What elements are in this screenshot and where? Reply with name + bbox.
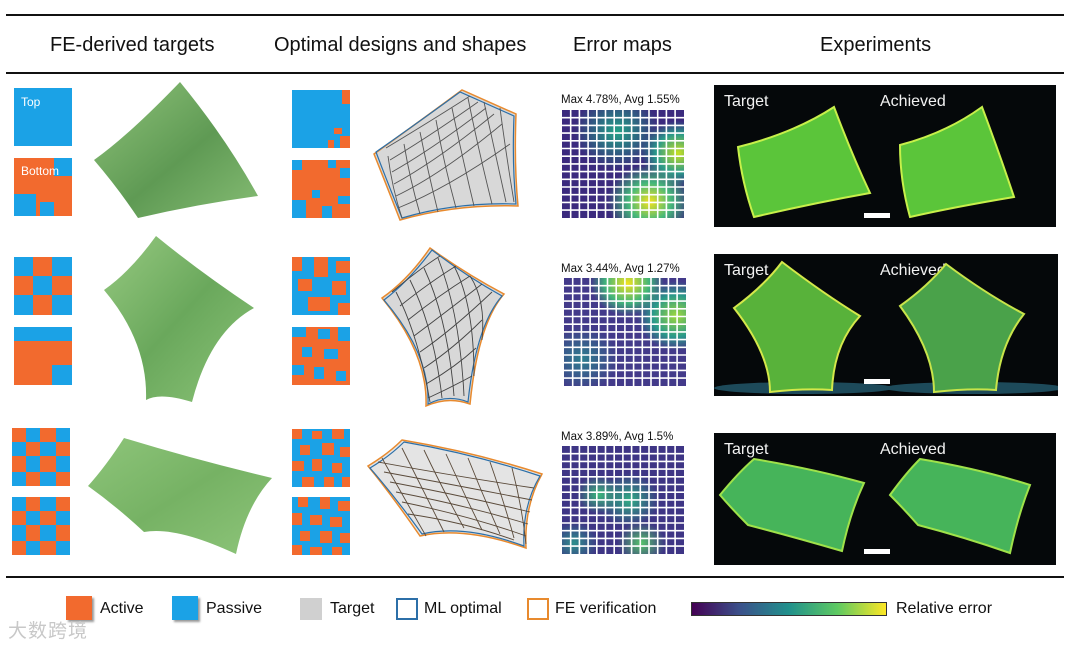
row3-experiment-photo: Target Achieved [714,433,1056,565]
row2-optimal-mesh [380,246,506,408]
row3-scale-bar [864,549,890,554]
row2-error-map [564,278,686,386]
row3-top-pattern [12,428,70,486]
legend-target-swatch [300,598,322,620]
legend-active-label: Active [100,600,144,617]
row1-photo-achieved-label: Achieved [880,93,946,110]
row3-photo-achieved-label: Achieved [880,441,946,458]
row2-optimal-bottom-pattern [292,327,350,385]
header-optimal-designs: Optimal designs and shapes [274,34,527,56]
header-error-maps: Error maps [573,34,672,56]
row1-optimal-mesh [373,89,519,221]
row1-optimal-top-pattern [292,90,350,148]
legend-ml-optimal-label: ML optimal [424,600,502,617]
row1-fe-surface [94,82,258,218]
row1-bottom-pattern [14,158,72,216]
row3-optimal-top-pattern [292,429,350,487]
legend-passive-swatch [172,596,198,620]
top-rule [6,14,1064,16]
row1-top-pattern [14,88,72,146]
legend-target-label: Target [330,600,375,617]
row1-top-label: Top [21,95,41,109]
legend-ml-optimal-swatch [396,598,418,620]
row2-experiment-photo: Target Achieved [714,254,1058,396]
row1-error-caption: Max 4.78%, Avg 1.55% [561,94,680,106]
row3-bottom-pattern [12,497,70,555]
bottom-rule [6,576,1064,578]
legend-fe-verification-label: FE verification [555,600,657,617]
row2-scale-bar [864,379,890,384]
row2-photo-achieved-label: Achieved [880,262,946,279]
row2-photo-target-label: Target [724,262,769,279]
row3-photo-target-label: Target [724,441,769,458]
legend-relative-error-label: Relative error [896,600,993,617]
row2-bottom-pattern [14,327,72,385]
row1-photo-target-label: Target [724,93,769,110]
header-experiments: Experiments [820,34,932,56]
legend-colorbar [691,602,887,616]
legend-active-swatch [66,596,92,620]
row1-experiment-photo: Target Achieved [714,85,1056,227]
row2-fe-surface [104,236,254,402]
row1-optimal-bottom-pattern [292,160,350,218]
row3-fe-surface [88,438,272,554]
row3-optimal-mesh [366,439,544,550]
row3-photo-shapes [718,457,1032,555]
row1-scale-bar [864,213,890,218]
row2-optimal-top-pattern [292,257,350,315]
row3-error-map [562,446,684,554]
legend-passive-label: Passive [206,600,263,617]
row1-bottom-label: Bottom [21,164,60,178]
row1-photo-shapes [736,105,1016,219]
header-fe-targets: FE-derived targets [50,34,215,56]
row2-photo-shapes [714,260,1058,394]
header-rule [6,72,1064,74]
watermark: 大数跨境 [8,621,89,642]
row3-error-caption: Max 3.89%, Avg 1.5% [561,431,674,443]
row3-optimal-bottom-pattern [292,497,350,555]
row2-top-pattern [14,257,72,315]
row2-error-caption: Max 3.44%, Avg 1.27% [561,263,680,275]
legend-fe-verification-swatch [527,598,549,620]
row1-error-map [562,110,684,218]
